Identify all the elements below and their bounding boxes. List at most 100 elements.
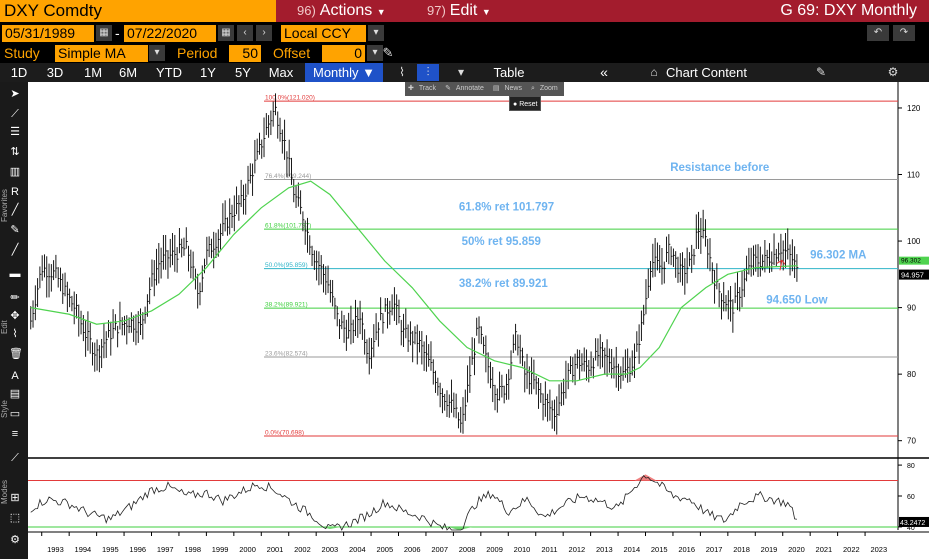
edit-chart-icon[interactable]: ✎ (815, 65, 827, 79)
mode-icon[interactable]: ⊞ (10, 492, 20, 504)
chevron-right-icon[interactable]: › (256, 25, 272, 41)
chevron-left-icon[interactable]: ‹ (237, 25, 253, 41)
x-tick-label: 1995 (102, 545, 119, 554)
chart-mode-floater: ✚ Track ✎ Annotate ▤ News ⌕ Zoom (405, 82, 564, 96)
gear-icon[interactable]: ⚙ (887, 65, 899, 79)
fill-icon[interactable]: ▭ (9, 408, 21, 420)
settings-icon[interactable]: ⚙ (10, 534, 20, 546)
last-price-label: 94.957 (901, 271, 924, 280)
x-tick-label: 2012 (569, 545, 586, 554)
start-date-input[interactable]: 05/31/1989 (2, 25, 94, 42)
timeframe-max[interactable]: Max (268, 65, 294, 80)
collapse-icon[interactable]: « (600, 64, 608, 80)
rsi-line (30, 475, 797, 531)
rsi-last-label: 43.2472 (900, 520, 925, 527)
move-icon[interactable]: ✥ (10, 310, 20, 322)
calendar-icon[interactable]: ▦ (96, 25, 112, 41)
pencil-icon[interactable]: ✏ (10, 292, 20, 304)
timeframe-6m[interactable]: 6M (118, 65, 138, 80)
dropdown-icon[interactable]: ▾ (457, 65, 465, 79)
text-icon[interactable]: A (11, 370, 19, 382)
rsi-last-tag (899, 516, 929, 527)
ma-value-label: 96.302 (901, 258, 921, 265)
x-tick-label: 1999 (212, 545, 229, 554)
dropdown-icon[interactable]: ▾ (367, 45, 383, 61)
fib-level-label: 100.0%(121.020) (265, 95, 315, 102)
end-date-input[interactable]: 07/22/2020 (124, 25, 216, 42)
fib-level-label: 38.2%(89.921) (265, 302, 308, 309)
timeframe-1m[interactable]: 1M (83, 65, 103, 80)
x-tick-label: 2000 (239, 545, 256, 554)
edit-menu[interactable]: 97) Edit ▼ (427, 2, 491, 19)
offset-input[interactable]: 0 (322, 45, 365, 62)
dropdown-icon[interactable]: ▾ (149, 45, 165, 61)
track-button[interactable]: ✚ Track (408, 85, 437, 92)
x-tick-label: 1996 (129, 545, 146, 554)
zoom-button[interactable]: ⌕ Zoom (530, 85, 558, 92)
style-icon[interactable]: ▤ (9, 388, 21, 400)
timeframe-ytd[interactable]: YTD (156, 65, 182, 80)
x-tick-label: 2015 (651, 545, 668, 554)
trash-icon[interactable]: 🗑 (9, 348, 23, 360)
annotate-button[interactable]: ✎ Annotate (445, 85, 484, 92)
chart-content-icon[interactable]: ⌂ (650, 65, 658, 79)
timeframe-5y[interactable]: 5Y (235, 65, 251, 80)
pencil-icon[interactable]: ✎ (382, 45, 394, 60)
x-tick-label: 2011 (541, 545, 557, 554)
y-tick-label: 90 (907, 304, 916, 313)
actions-menu[interactable]: 96) Actions ▼ (297, 2, 386, 19)
timeframe-1d[interactable]: 1D (10, 65, 28, 80)
undo-icon[interactable]: ↶ (867, 25, 889, 41)
x-tick-label: 2004 (349, 545, 366, 554)
period-input[interactable]: 50 (229, 45, 261, 62)
x-tick-label: 2020 (788, 545, 805, 554)
currency-select[interactable]: Local CCY (281, 25, 366, 42)
news-button[interactable]: ▤ News (492, 85, 522, 92)
pen-icon[interactable]: ✎ (10, 224, 20, 236)
timeframe-1y[interactable]: 1Y (200, 65, 216, 80)
bar-chart-icon[interactable]: ⫶ (417, 64, 439, 81)
date-range-bar: 05/31/1989 ▦ - 07/22/2020 ▦ ‹ › Local CC… (0, 23, 929, 43)
slash-icon[interactable]: ⟋ (11, 452, 19, 464)
x-tick-label: 1994 (75, 545, 92, 554)
retracement-icon[interactable]: ☰ (10, 126, 20, 138)
chart-background (28, 82, 929, 559)
chart-content-button[interactable]: Chart Content (666, 65, 747, 80)
chart-annotation: 61.8% ret 101.797 (459, 201, 554, 213)
rsi-tick-label: 60 (907, 494, 915, 501)
calendar-icon[interactable]: ▦ (218, 25, 234, 41)
table-button[interactable]: Table (493, 65, 525, 80)
frequency-select[interactable]: Monthly ▼ (305, 63, 383, 82)
header-bar: DXY Comdty 96) Actions ▼ 97) Edit ▼ G 69: … (0, 0, 929, 22)
cursor-icon[interactable]: ➤ (10, 88, 20, 100)
hline-icon[interactable]: ▬ (9, 268, 21, 280)
reset-icon: ● (513, 101, 518, 108)
line-tool-icon[interactable]: ╱ (11, 244, 19, 256)
dropdown-icon[interactable]: ▾ (368, 25, 384, 41)
draw-icon[interactable]: ╱ (11, 204, 19, 216)
trendline-icon[interactable]: ⟋ (11, 108, 19, 120)
timeframe-3d[interactable]: 3D (46, 65, 64, 80)
x-tick-label: 2014 (623, 545, 640, 554)
x-tick-label: 2017 (706, 545, 723, 554)
study-select[interactable]: Simple MA (55, 45, 148, 62)
line-style-icon[interactable]: ≡ (11, 428, 19, 440)
y-tick-label: 80 (907, 370, 916, 379)
redo-icon[interactable]: ↷ (893, 25, 915, 41)
rsi-tick-label: 40 (907, 525, 915, 532)
ma-value-tag (899, 256, 929, 265)
ticker-field[interactable]: DXY Comdty (0, 0, 276, 22)
fib-level-label: 76.4%(109.244) (265, 173, 311, 180)
regression-icon[interactable]: R (11, 186, 19, 198)
channel-icon[interactable]: ▥ (9, 166, 21, 178)
x-tick-label: 2005 (376, 545, 393, 554)
line-chart-icon[interactable]: ⌇ (399, 65, 405, 79)
select-mode-icon[interactable]: ⬚ (9, 512, 21, 524)
fib-tool-icon[interactable]: ⇅ (10, 146, 20, 158)
edit-label: Edit (0, 320, 9, 334)
brush-icon[interactable]: ⌇ (12, 328, 18, 340)
reset-button[interactable]: ● Reset (509, 96, 541, 111)
price-chart[interactable]: 70 80 90 100 110 120 100.0%(121.020) 76.4%(109.… (28, 82, 929, 559)
x-tick-label: 2007 (431, 545, 448, 554)
fib-level-label: 0.0%(70.698) (265, 430, 304, 437)
